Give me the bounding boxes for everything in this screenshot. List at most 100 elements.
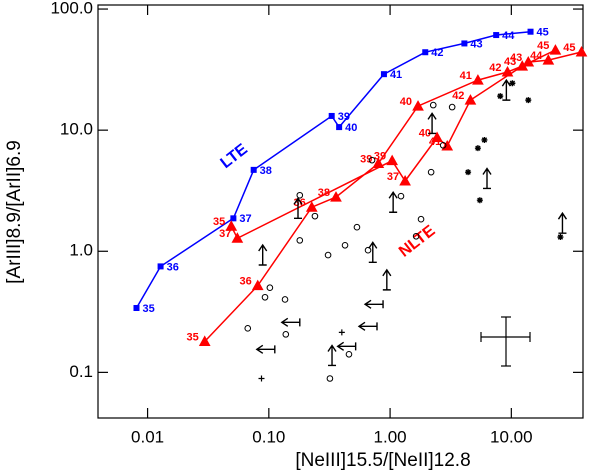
point-label: 40	[419, 127, 431, 139]
limit-arrow	[293, 197, 303, 220]
point-label: 42	[452, 90, 464, 102]
point	[372, 157, 385, 169]
point	[386, 154, 398, 166]
point	[328, 112, 335, 119]
limit-arrow	[557, 211, 568, 234]
limit-arrow	[382, 268, 392, 291]
series	[255, 299, 384, 354]
point	[364, 246, 372, 254]
point-label: 37	[387, 171, 399, 183]
point	[330, 191, 342, 202]
point	[497, 93, 504, 100]
point	[429, 101, 437, 109]
point-label: 38	[318, 187, 330, 199]
point	[250, 166, 257, 173]
point	[575, 45, 588, 57]
plot-frame	[97, 4, 584, 419]
point	[324, 251, 332, 259]
point-label: 35	[186, 331, 198, 343]
point	[549, 44, 562, 55]
series-annotation: LTE	[218, 141, 252, 172]
error-bar-example	[480, 316, 531, 367]
limit-arrow	[357, 321, 378, 331]
point	[422, 49, 429, 56]
point-label: 36	[239, 276, 251, 288]
point	[501, 65, 514, 77]
point	[472, 74, 484, 85]
point	[397, 192, 405, 200]
point	[380, 71, 387, 78]
series	[258, 329, 345, 382]
point	[353, 223, 361, 231]
point-label: 45	[537, 40, 549, 52]
point-label: 37	[219, 228, 231, 240]
limit-arrow	[327, 344, 337, 367]
point-label: 45	[537, 27, 549, 39]
point	[198, 335, 211, 346]
point	[493, 32, 500, 39]
point-label: 41	[390, 69, 402, 81]
point	[230, 215, 237, 222]
x-tick-label: 0.10	[252, 427, 285, 446]
point	[345, 351, 353, 358]
point	[542, 54, 555, 65]
limit-arrow	[280, 317, 301, 327]
point	[557, 234, 564, 241]
point-label: 44	[530, 50, 543, 62]
y-tick-label: 100.0	[50, 0, 93, 18]
limit-arrow	[255, 344, 276, 354]
point	[296, 191, 304, 199]
point-label: 35	[213, 216, 225, 228]
point-label: 38	[260, 165, 272, 177]
limit-arrow	[388, 190, 398, 213]
point	[474, 145, 481, 152]
point-label: 43	[470, 38, 482, 50]
point	[399, 175, 411, 186]
point	[461, 40, 468, 47]
point	[368, 156, 376, 164]
point-label: 36	[167, 261, 179, 273]
point-label: 39	[338, 111, 350, 123]
point-label: 43	[510, 52, 522, 64]
limit-arrow	[427, 112, 437, 135]
point	[336, 124, 343, 131]
point	[522, 56, 535, 67]
y-tick-label: 10.0	[60, 120, 93, 139]
x-tick-label: 0.01	[131, 427, 164, 446]
point-label: 42	[489, 62, 501, 74]
point	[417, 215, 425, 223]
point	[311, 212, 319, 220]
point	[266, 284, 274, 292]
point	[133, 305, 140, 312]
point	[476, 197, 483, 204]
point	[431, 131, 443, 142]
limit-arrow	[336, 341, 357, 351]
point	[464, 94, 477, 105]
limit-arrow	[482, 167, 492, 190]
point-label: 41	[460, 70, 472, 82]
point	[282, 331, 290, 338]
series	[465, 80, 564, 241]
point	[251, 279, 264, 291]
point	[509, 80, 516, 87]
point	[225, 220, 238, 231]
point	[481, 136, 488, 143]
point	[412, 100, 424, 111]
point-label: 39	[374, 151, 386, 163]
point-label: 39	[360, 153, 372, 165]
point-label: 35	[142, 303, 154, 315]
point	[281, 296, 289, 303]
point	[525, 97, 532, 104]
x-tick-label: 1.00	[374, 427, 407, 446]
point	[527, 28, 534, 35]
point	[338, 329, 345, 336]
limit-arrow	[363, 299, 384, 309]
point	[412, 232, 420, 240]
point-label: 43	[504, 56, 516, 68]
point	[439, 141, 447, 149]
point	[231, 232, 244, 243]
limit-arrow	[501, 78, 511, 101]
x-axis-title: [NeIII]15.5/[NeII]12.8	[295, 450, 470, 471]
point	[341, 242, 349, 249]
